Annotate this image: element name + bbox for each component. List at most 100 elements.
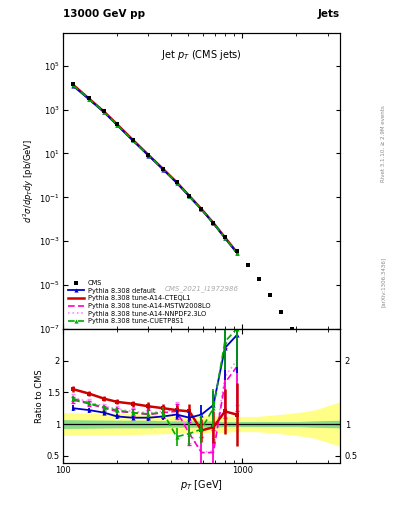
Pythia 8.308 tune-A14-NNPDF2.3LO [130, 137, 135, 143]
CMS [300, 344, 305, 350]
Pythia 8.308 tune-A14-NNPDF2.3LO [71, 82, 75, 88]
Pythia 8.308 tune-CUETP8S1 [71, 82, 75, 89]
Pythia 8.308 tune-CUETP8S1 [146, 153, 151, 159]
Pythia 8.308 tune-CUETP8S1 [87, 96, 92, 102]
Pythia 8.308 tune-A14-NNPDF2.3LO [174, 179, 179, 185]
Text: Rivet 3.1.10, ≥ 2.9M events: Rivet 3.1.10, ≥ 2.9M events [381, 105, 386, 182]
Pythia 8.308 tune-A14-MSTW2008LO [130, 137, 135, 143]
CMS [222, 234, 227, 241]
CMS [311, 363, 316, 369]
CMS [211, 220, 216, 226]
Pythia 8.308 tune-A14-CTEQL1 [71, 82, 75, 88]
Pythia 8.308 default [174, 180, 179, 186]
Pythia 8.308 tune-CUETP8S1 [211, 220, 216, 226]
Line: Pythia 8.308 tune-A14-MSTW2008LO: Pythia 8.308 tune-A14-MSTW2008LO [73, 85, 237, 252]
CMS [146, 152, 151, 158]
Text: 13000 GeV pp: 13000 GeV pp [63, 9, 145, 19]
Legend: CMS, Pythia 8.308 default, Pythia 8.308 tune-A14-CTEQL1, Pythia 8.308 tune-A14-M: CMS, Pythia 8.308 default, Pythia 8.308 … [66, 279, 211, 326]
Pythia 8.308 tune-A14-CTEQL1 [174, 179, 179, 185]
Pythia 8.308 tune-A14-CTEQL1 [130, 137, 135, 143]
CMS [87, 95, 92, 101]
Pythia 8.308 tune-A14-MSTW2008LO [71, 82, 75, 88]
Pythia 8.308 tune-A14-MSTW2008LO [222, 234, 227, 241]
Pythia 8.308 tune-A14-MSTW2008LO [146, 152, 151, 158]
CMS [289, 326, 294, 332]
Pythia 8.308 tune-CUETP8S1 [161, 166, 165, 173]
Pythia 8.308 default [102, 110, 107, 116]
Pythia 8.308 default [199, 206, 204, 212]
CMS [199, 206, 204, 212]
X-axis label: $p_T$ [GeV]: $p_T$ [GeV] [180, 478, 223, 492]
Pythia 8.308 tune-CUETP8S1 [114, 121, 119, 127]
Pythia 8.308 tune-CUETP8S1 [234, 249, 239, 255]
Pythia 8.308 tune-A14-MSTW2008LO [174, 179, 179, 185]
Pythia 8.308 tune-CUETP8S1 [187, 193, 192, 199]
Pythia 8.308 tune-A14-CTEQL1 [187, 193, 192, 199]
Pythia 8.308 tune-A14-NNPDF2.3LO [146, 152, 151, 158]
Pythia 8.308 tune-A14-MSTW2008LO [161, 166, 165, 173]
Pythia 8.308 default [114, 122, 119, 128]
Pythia 8.308 default [161, 166, 165, 173]
Pythia 8.308 tune-A14-CTEQL1 [102, 109, 107, 115]
Pythia 8.308 tune-A14-CTEQL1 [114, 121, 119, 127]
Pythia 8.308 tune-A14-MSTW2008LO [114, 121, 119, 127]
CMS [333, 407, 338, 413]
Pythia 8.308 tune-A14-NNPDF2.3LO [161, 166, 165, 172]
Pythia 8.308 tune-A14-NNPDF2.3LO [102, 109, 107, 115]
Pythia 8.308 tune-A14-NNPDF2.3LO [114, 121, 119, 127]
Text: Jet $p_T$ (CMS jets): Jet $p_T$ (CMS jets) [161, 48, 242, 62]
Pythia 8.308 tune-CUETP8S1 [174, 179, 179, 185]
Pythia 8.308 default [187, 194, 192, 200]
Pythia 8.308 tune-A14-CTEQL1 [222, 234, 227, 241]
Pythia 8.308 tune-A14-CTEQL1 [234, 249, 239, 255]
CMS [130, 137, 135, 143]
Pythia 8.308 tune-A14-NNPDF2.3LO [199, 206, 204, 212]
CMS [187, 193, 192, 199]
CMS [161, 166, 165, 172]
Text: Jets: Jets [318, 9, 340, 19]
Pythia 8.308 tune-A14-CTEQL1 [146, 152, 151, 158]
Pythia 8.308 tune-A14-NNPDF2.3LO [187, 193, 192, 199]
Pythia 8.308 tune-A14-CTEQL1 [211, 220, 216, 226]
Pythia 8.308 tune-CUETP8S1 [130, 137, 135, 143]
Pythia 8.308 default [87, 96, 92, 102]
Pythia 8.308 tune-A14-MSTW2008LO [211, 220, 216, 226]
Pythia 8.308 tune-A14-MSTW2008LO [199, 206, 204, 212]
Pythia 8.308 default [146, 153, 151, 159]
Line: Pythia 8.308 tune-CUETP8S1: Pythia 8.308 tune-CUETP8S1 [71, 83, 239, 254]
Text: CMS_2021_I1972986: CMS_2021_I1972986 [164, 286, 239, 292]
Pythia 8.308 tune-A14-CTEQL1 [199, 206, 204, 212]
Pythia 8.308 tune-A14-NNPDF2.3LO [234, 249, 239, 255]
CMS [323, 385, 328, 391]
Y-axis label: $d^2\sigma/dp_Tdy$ [pb/GeV]: $d^2\sigma/dp_Tdy$ [pb/GeV] [22, 139, 37, 223]
Pythia 8.308 tune-A14-MSTW2008LO [234, 249, 239, 255]
Pythia 8.308 default [71, 83, 75, 89]
Pythia 8.308 tune-A14-CTEQL1 [87, 96, 92, 102]
Line: CMS: CMS [71, 82, 338, 413]
Line: Pythia 8.308 tune-A14-CTEQL1: Pythia 8.308 tune-A14-CTEQL1 [73, 85, 237, 252]
Pythia 8.308 tune-A14-MSTW2008LO [187, 193, 192, 199]
Pythia 8.308 tune-A14-NNPDF2.3LO [87, 96, 92, 102]
CMS [174, 179, 179, 185]
CMS [71, 81, 75, 88]
Pythia 8.308 default [130, 137, 135, 143]
CMS [257, 276, 262, 283]
CMS [246, 262, 250, 268]
Y-axis label: Ratio to CMS: Ratio to CMS [35, 369, 44, 423]
Pythia 8.308 default [211, 220, 216, 226]
Text: [arXiv:1306.3436]: [arXiv:1306.3436] [381, 257, 386, 307]
Pythia 8.308 tune-CUETP8S1 [102, 109, 107, 115]
Line: Pythia 8.308 default: Pythia 8.308 default [71, 84, 239, 255]
Pythia 8.308 tune-CUETP8S1 [199, 206, 204, 212]
CMS [278, 309, 283, 315]
Line: Pythia 8.308 tune-A14-NNPDF2.3LO: Pythia 8.308 tune-A14-NNPDF2.3LO [73, 85, 237, 252]
Pythia 8.308 default [234, 250, 239, 256]
CMS [102, 109, 107, 115]
CMS [114, 121, 119, 127]
Pythia 8.308 tune-A14-NNPDF2.3LO [222, 234, 227, 241]
Pythia 8.308 tune-A14-CTEQL1 [161, 166, 165, 172]
Pythia 8.308 tune-A14-MSTW2008LO [87, 96, 92, 102]
Pythia 8.308 tune-A14-NNPDF2.3LO [211, 220, 216, 226]
CMS [268, 292, 273, 298]
Pythia 8.308 default [222, 235, 227, 241]
